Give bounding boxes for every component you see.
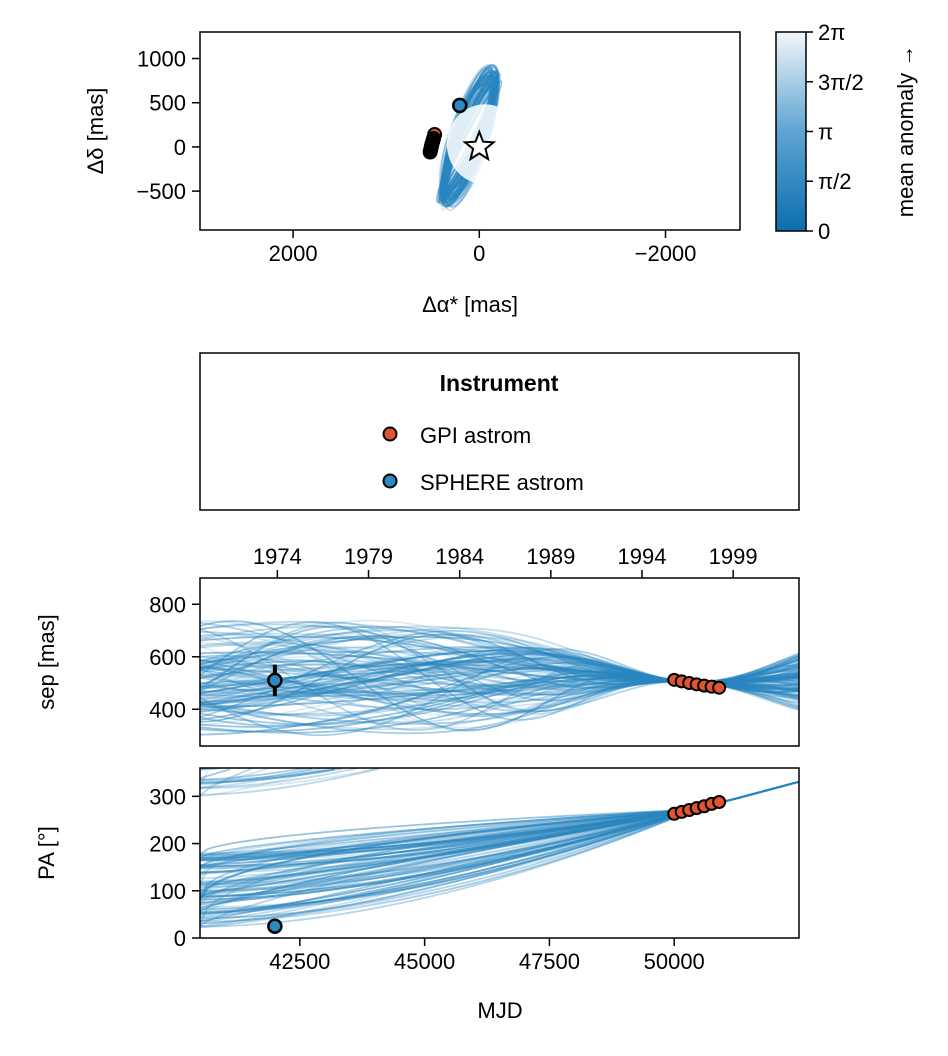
legend-title: Instrument (440, 370, 559, 396)
colorbar: 0 π/2 π 3π/2 2π mean anomaly → (775, 20, 918, 244)
pa-orbit-track (200, 768, 231, 780)
sep-y-ticks: 400 600 800 (149, 592, 200, 722)
colorbar-label: mean anomaly → (893, 45, 918, 217)
sep-year-tick-label: 1979 (344, 544, 393, 569)
colorbar-gradient (775, 31, 807, 232)
sep-y-tick-label: 400 (149, 697, 186, 722)
sep-plot-frame (199, 577, 800, 747)
sep-year-ticks: 1974 1979 1984 1989 1994 1999 (253, 544, 758, 578)
pa-x-tick-label: 45000 (394, 949, 455, 974)
sky-orbit-tracks (435, 63, 523, 211)
sky-y-tick-label: 500 (149, 91, 186, 116)
sky-plot-frame (199, 31, 741, 231)
pa-orbit-track (200, 780, 799, 862)
sky-y-tick-label: 0 (174, 135, 186, 160)
legend-sphere-marker (382, 473, 398, 489)
pa-orbit-track (200, 768, 335, 782)
sky-markers (422, 97, 497, 162)
sky-gpi-point (422, 144, 438, 160)
pa-orbit-track (200, 768, 380, 796)
legend-gpi-marker (382, 426, 398, 442)
pa-orbit-track (200, 768, 268, 790)
sep-gpi-point (712, 680, 727, 695)
pa-x-label: MJD (477, 998, 522, 1023)
sep-year-tick-label: 1999 (709, 544, 758, 569)
pa-plot: 42500 45000 47500 50000 0 100 200 300 MJD PA [… (34, 767, 800, 1023)
sky-sphere-point (452, 97, 468, 114)
colorbar-tick-label: 0 (818, 219, 830, 244)
legend-gpi-label: GPI astrom (420, 423, 531, 448)
pa-x-ticks: 42500 45000 47500 50000 (269, 938, 705, 974)
sky-orbit-track (438, 72, 496, 194)
pa-orbit-track (200, 768, 313, 785)
sky-x-label: Δα* [mas] (422, 292, 518, 317)
sep-orbit-tracks (200, 619, 799, 737)
host-star-marker (462, 129, 497, 162)
sky-x-tick-label: −2000 (635, 241, 697, 266)
pa-x-tick-label: 47500 (519, 949, 580, 974)
sky-y-tick-label: −500 (136, 179, 186, 204)
sky-plot: 2000 0 −2000 1000 500 0 −500 Δα* [mas] Δδ [ma… (83, 31, 741, 317)
colorbar-tick-label: π (818, 119, 833, 144)
sep-y-tick-label: 800 (149, 592, 186, 617)
sky-y-label: Δδ [mas] (83, 88, 108, 175)
pa-gpi-point (712, 795, 727, 809)
pa-y-ticks: 0 100 200 300 (149, 784, 200, 951)
sep-year-tick-label: 1994 (618, 544, 667, 569)
sky-x-ticks: 2000 0 −2000 (269, 230, 697, 266)
sky-orbit-track (443, 68, 493, 201)
sky-orbit-track (441, 63, 500, 207)
pa-orbit-track (200, 768, 320, 789)
sep-year-tick-label: 1989 (526, 544, 575, 569)
pa-y-label: PA [°] (34, 826, 59, 880)
pa-y-tick-label: 300 (149, 784, 186, 809)
pa-y-tick-label: 100 (149, 879, 186, 904)
pa-orbit-tracks (200, 768, 799, 929)
pa-orbit-track (200, 768, 305, 781)
sky-x-tick-label: 2000 (269, 241, 318, 266)
pa-orbit-track (200, 768, 358, 789)
pa-orbit-track (200, 768, 216, 771)
pa-orbit-track (200, 768, 253, 797)
sky-x-tick-label: 0 (473, 241, 485, 266)
pa-orbit-track (200, 768, 343, 784)
legend-frame (199, 352, 800, 511)
legend-sphere-label: SPHERE astrom (420, 470, 584, 495)
pa-orbit-track (200, 768, 335, 784)
legend: Instrument GPI astrom SPHERE astrom (199, 352, 800, 511)
sep-y-label: sep [mas] (34, 614, 59, 709)
colorbar-tick-label: 2π (818, 20, 845, 45)
sky-orbit-track (441, 64, 500, 207)
colorbar-ticks: 0 π/2 π 3π/2 2π (806, 20, 864, 244)
sep-y-tick-label: 600 (149, 645, 186, 670)
pa-sphere-point (267, 918, 283, 934)
sep-year-tick-label: 1984 (435, 544, 484, 569)
sep-sphere-point (267, 672, 283, 689)
sep-plot: 1974 1979 1984 1989 1994 1999 400 600 800 sep [… (34, 544, 800, 747)
sep-year-tick-label: 1974 (253, 544, 302, 569)
colorbar-tick-label: 3π/2 (818, 70, 864, 95)
pa-y-tick-label: 200 (149, 832, 186, 857)
pa-orbit-track (200, 768, 380, 790)
pa-y-tick-label: 0 (174, 926, 186, 951)
pa-markers (267, 795, 727, 934)
sky-y-tick-label: 1000 (137, 47, 186, 72)
colorbar-tick-label: π/2 (818, 169, 852, 194)
pa-orbit-track (200, 768, 328, 798)
pa-orbit-track (200, 770, 209, 787)
sky-y-ticks: 1000 500 0 −500 (136, 47, 200, 204)
pa-plot-frame (199, 767, 800, 939)
sky-orbit-track (439, 70, 497, 203)
pa-x-tick-label: 42500 (269, 949, 330, 974)
sep-markers (267, 664, 727, 697)
pa-x-tick-label: 50000 (644, 949, 705, 974)
